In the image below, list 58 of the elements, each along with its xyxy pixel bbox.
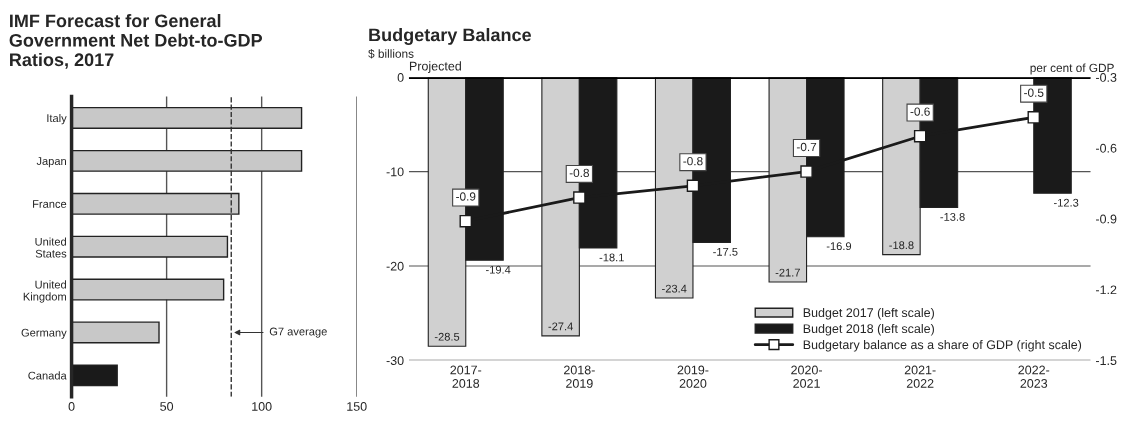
y-tick-label: Italy <box>47 113 67 125</box>
data-label: -16.9 <box>826 242 852 251</box>
y-tick-label: Japan <box>36 157 66 168</box>
legend-label: Budget 2017 (left scale) <box>803 307 934 320</box>
data-label: -17.5 <box>713 248 738 256</box>
point <box>459 214 473 228</box>
data-label: -0.6 <box>910 107 930 116</box>
x-tick-label: 150 <box>347 402 367 411</box>
y2-tick-label: -0.6 <box>1095 143 1117 153</box>
data-label: -0.8 <box>683 156 703 166</box>
x-tick-label: 100 <box>252 402 272 411</box>
y2-tick-label: -1.2 <box>1095 285 1117 295</box>
y-tick-label: Canada <box>28 371 67 380</box>
y-axis-title: $ billions <box>368 49 414 59</box>
point <box>913 129 927 143</box>
data-label: -18.8 <box>889 241 914 250</box>
y-tick-label: -30 <box>386 356 404 366</box>
text: Projected <box>409 61 461 73</box>
data-label: -27.4 <box>548 322 573 331</box>
x-tick-label: 2020- 2021 <box>791 365 822 388</box>
y2-tick-label: -0.3 <box>1095 73 1117 82</box>
data-label: -13.8 <box>940 212 965 221</box>
y-tick-label: United Kingdom <box>23 280 66 303</box>
chart-title: Budgetary Balance <box>369 28 532 45</box>
point <box>573 191 586 204</box>
data-label: -28.5 <box>434 332 460 341</box>
data-label: -0.9 <box>456 192 476 201</box>
x-tick-label: 50 <box>160 402 174 411</box>
data-label: -0.8 <box>569 168 590 178</box>
x-tick-label: 2022- 2023 <box>1018 365 1050 388</box>
data-label: -0.7 <box>796 142 817 152</box>
x-tick-label: 2017- 2018 <box>450 365 482 388</box>
legend-label: Budgetary balance as a share of GDP (right scale) <box>803 339 1082 352</box>
y-tick-label: 0 <box>397 73 404 82</box>
y2-axis-title: per cent of GDP <box>1030 63 1114 75</box>
point <box>800 165 813 178</box>
y-tick-label: -10 <box>386 167 404 177</box>
legend-label: Budget 2018 (left scale) <box>803 323 934 336</box>
x-tick-label: 0 <box>68 402 75 411</box>
y2-tick-label: -0.9 <box>1095 214 1117 224</box>
y-tick-label: France <box>33 200 67 208</box>
data-label: -18.1 <box>599 253 624 262</box>
y-tick-label: Germany <box>21 328 67 339</box>
data-label: -12.3 <box>1053 198 1079 207</box>
point <box>686 179 700 193</box>
chart-title: IMF Forecast for General Government Net Debt-to-GDP Ratios, 2017 <box>9 13 263 69</box>
x-tick-label: 2018- 2019 <box>564 365 595 388</box>
data-label: -0.5 <box>1024 88 1044 97</box>
point <box>1027 111 1041 124</box>
y2-tick-label: -1.5 <box>1095 356 1117 366</box>
data-label: -23.4 <box>662 284 687 293</box>
x-tick-label: 2021- 2022 <box>904 365 936 388</box>
data-label: -21.7 <box>775 268 800 277</box>
x-tick-label: 2019- 2020 <box>677 365 709 388</box>
y-tick-label: United States <box>35 237 67 258</box>
ref-line-label: G7 average <box>269 327 327 338</box>
data-label: -19.4 <box>485 265 511 274</box>
y-tick-label: -20 <box>386 261 404 271</box>
